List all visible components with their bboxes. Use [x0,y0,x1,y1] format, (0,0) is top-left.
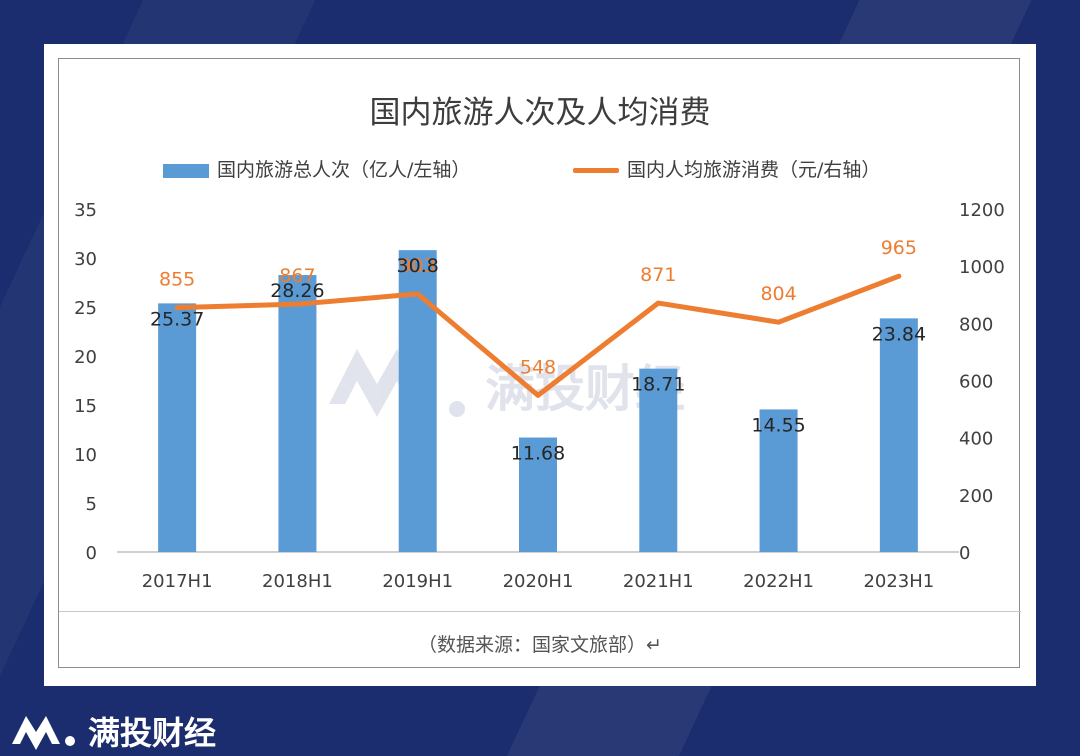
legend-line-label: 国内人均旅游消费（元/右轴） [627,159,881,181]
x-tick-label: 2017H1 [142,571,213,592]
bar-data-label: 14.55 [751,414,805,436]
bar-data-label: 11.68 [511,443,565,465]
watermark-dot-icon [449,401,465,417]
y-right-tick-label: 800 [959,314,993,335]
y-left-tick-label: 30 [74,249,97,270]
bar-data-label: 28.26 [270,280,324,302]
bar [158,303,197,552]
y-left-tick-label: 15 [74,396,97,417]
x-tick-label: 2021H1 [623,571,694,592]
bar [398,250,437,552]
y-right-tick-label: 1000 [959,257,1005,278]
bar-data-label: 23.84 [872,323,926,345]
source-row: （数据来源：国家文旅部）↵ [59,611,1021,669]
line-data-label: 855 [159,269,195,291]
plot-area: 满投财经 05101520253035020040060080010001200… [74,200,1005,592]
y-right-tick-label: 400 [959,429,993,450]
x-tick-label: 2018H1 [262,571,333,592]
chart-frame: 国内旅游人次及人均消费 国内旅游总人次（亿人/左轴） 国内人均旅游消费（元/右轴… [58,58,1021,669]
legend-bar-swatch [163,163,209,178]
legend-bar-label: 国内旅游总人次（亿人/左轴） [217,159,471,181]
y-right-tick-label: 1200 [959,200,1005,221]
source-text: （数据来源：国家文旅部）↵ [418,634,662,656]
line-data-label: 965 [881,237,917,259]
line-data-label: 871 [640,264,676,286]
x-tick-label: 2022H1 [743,571,814,592]
bar [278,275,317,552]
y-left-tick-label: 25 [74,298,97,319]
chart-card: 国内旅游人次及人均消费 国内旅游总人次（亿人/左轴） 国内人均旅游消费（元/右轴… [44,44,1036,686]
y-right-tick-label: 600 [959,372,993,393]
bar [759,409,798,552]
y-left-tick-label: 20 [74,347,97,368]
brand-name: 满投财经 [88,714,217,752]
x-tick-label: 2023H1 [863,571,934,592]
legend-line-swatch [573,168,619,173]
legend-bar-series: 国内旅游总人次（亿人/左轴） [163,155,470,182]
bar [879,318,918,552]
line-data-label: 548 [520,356,556,378]
brand-logo-icon [12,716,75,750]
bar-data-label: 18.71 [631,374,685,396]
x-tick-label: 2019H1 [382,571,453,592]
line-data-label: 903 [400,255,436,277]
y-left-tick-label: 5 [86,494,97,515]
legend-line-series: 国内人均旅游消费（元/右轴） [573,155,880,182]
bar [519,437,557,552]
chart-title: 国内旅游人次及人均消费 [369,95,711,131]
y-left-tick-label: 35 [74,200,97,221]
x-tick-label: 2020H1 [503,571,574,592]
y-right-tick-label: 200 [959,486,993,507]
bar-data-label: 30.8 [397,255,439,277]
bar-data-label: 25.37 [150,308,204,330]
line-data-label: 804 [760,283,796,305]
y-left-tick-label: 10 [74,445,97,466]
bar [639,368,678,552]
line-data-label: 867 [279,265,315,287]
y-right-tick-label: 0 [959,543,970,564]
y-left-tick-label: 0 [86,543,97,564]
line-series [174,273,902,398]
